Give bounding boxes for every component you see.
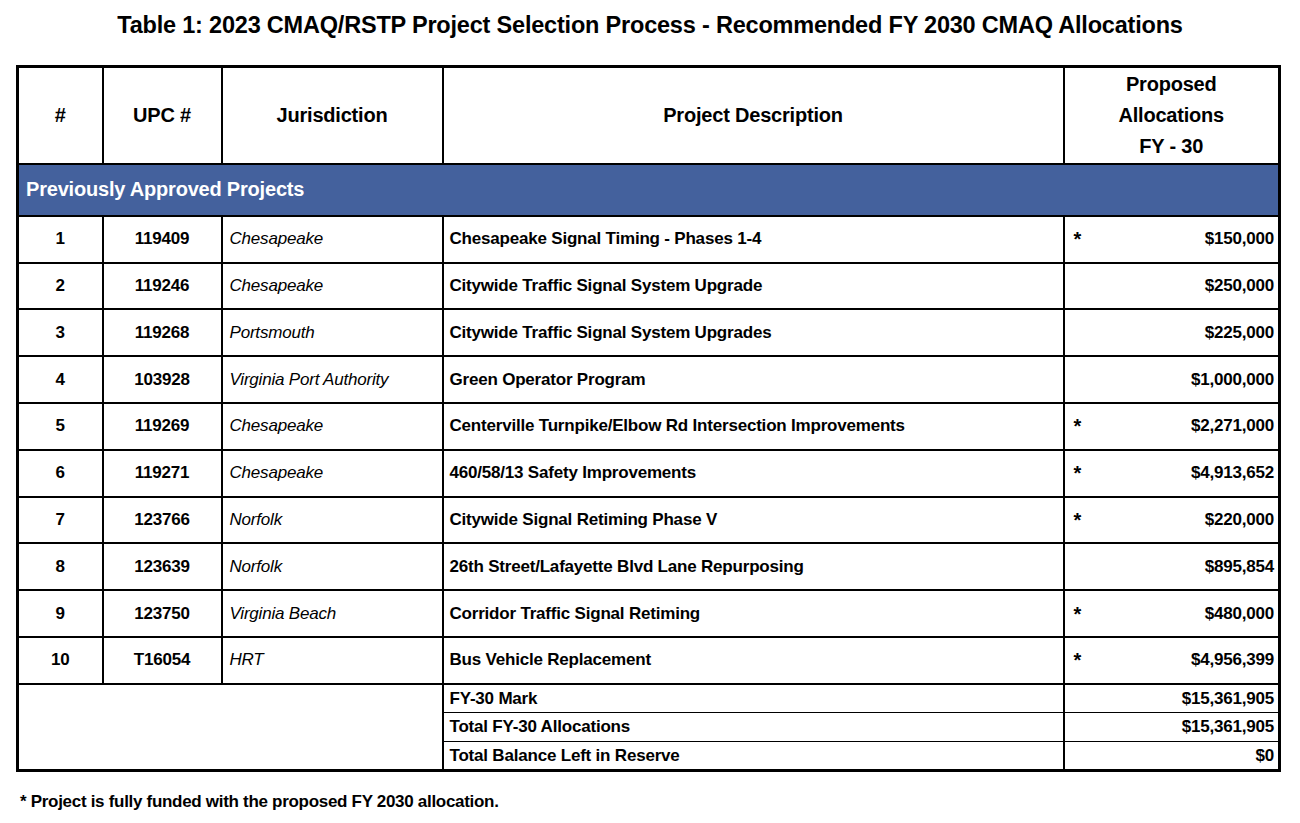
- allocation-cell: * $4,913,652: [1064, 450, 1280, 497]
- jurisdiction: HRT: [222, 637, 443, 684]
- summary-row: Total Balance Left in Reserve $0: [18, 742, 1280, 771]
- allocation-cell: * $150,000: [1064, 216, 1280, 263]
- jurisdiction: Norfolk: [222, 497, 443, 544]
- jurisdiction: Chesapeake: [222, 263, 443, 310]
- table-row: 7 123766 Norfolk Citywide Signal Retimin…: [18, 497, 1280, 544]
- row-number: 2: [18, 263, 103, 310]
- upc-number: 123766: [103, 497, 222, 544]
- upc-number: 123639: [103, 543, 222, 590]
- allocation-amount: $4,956,399: [1191, 650, 1274, 670]
- fully-funded-asterisk: *: [1074, 468, 1082, 478]
- upc-number: T16054: [103, 637, 222, 684]
- allocation-cell: $250,000: [1064, 263, 1280, 310]
- row-number: 8: [18, 543, 103, 590]
- project-description: Citywide Signal Retiming Phase V: [443, 497, 1064, 544]
- allocation-amount: $480,000: [1205, 604, 1274, 624]
- fully-funded-asterisk: *: [1074, 609, 1082, 619]
- page-title: Table 1: 2023 CMAQ/RSTP Project Selectio…: [0, 12, 1300, 39]
- upc-number: 119271: [103, 450, 222, 497]
- jurisdiction: Chesapeake: [222, 403, 443, 450]
- col-header-upc: UPC #: [103, 67, 222, 164]
- col-header-allocations: Proposed Allocations FY - 30: [1064, 67, 1280, 164]
- section-header: Previously Approved Projects: [18, 164, 1280, 216]
- allocation-amount: $4,913,652: [1191, 463, 1274, 483]
- empty-merged-cell: [18, 684, 443, 713]
- row-number: 7: [18, 497, 103, 544]
- upc-number: 119269: [103, 403, 222, 450]
- allocation-cell: $895,854: [1064, 543, 1280, 590]
- project-description: Citywide Traffic Signal System Upgrade: [443, 263, 1064, 310]
- table-row: 3 119268 Portsmouth Citywide Traffic Sig…: [18, 309, 1280, 356]
- jurisdiction: Norfolk: [222, 543, 443, 590]
- col-header-number: #: [18, 67, 103, 164]
- summary-row: FY-30 Mark $15,361,905: [18, 684, 1280, 713]
- table-row: 2 119246 Chesapeake Citywide Traffic Sig…: [18, 263, 1280, 310]
- col-header-jurisdiction: Jurisdiction: [222, 67, 443, 164]
- fully-funded-asterisk: *: [1074, 421, 1082, 431]
- fully-funded-asterisk: *: [1074, 515, 1082, 525]
- summary-value: $0: [1064, 742, 1280, 771]
- empty-merged-cell: [18, 742, 443, 771]
- allocation-amount: $1,000,000: [1191, 370, 1274, 390]
- allocation-amount: $220,000: [1205, 510, 1274, 530]
- upc-number: 119246: [103, 263, 222, 310]
- row-number: 1: [18, 216, 103, 263]
- allocation-cell: * $2,271,000: [1064, 403, 1280, 450]
- summary-label: FY-30 Mark: [443, 684, 1064, 713]
- fully-funded-asterisk: *: [1074, 655, 1082, 665]
- summary-label: Total FY-30 Allocations: [443, 713, 1064, 742]
- table-row: 9 123750 Virginia Beach Corridor Traffic…: [18, 590, 1280, 637]
- allocation-cell: $225,000: [1064, 309, 1280, 356]
- col-header-description: Project Description: [443, 67, 1064, 164]
- row-number: 10: [18, 637, 103, 684]
- upc-number: 119268: [103, 309, 222, 356]
- project-description: Corridor Traffic Signal Retiming: [443, 590, 1064, 637]
- upc-number: 119409: [103, 216, 222, 263]
- upc-number: 103928: [103, 356, 222, 403]
- allocation-amount: $250,000: [1205, 276, 1274, 296]
- row-number: 6: [18, 450, 103, 497]
- empty-merged-cell: [18, 713, 443, 742]
- jurisdiction: Portsmouth: [222, 309, 443, 356]
- project-description: Bus Vehicle Replacement: [443, 637, 1064, 684]
- jurisdiction: Chesapeake: [222, 450, 443, 497]
- table-row: 8 123639 Norfolk 26th Street/Lafayette B…: [18, 543, 1280, 590]
- allocations-table: # UPC # Jurisdiction Project Description…: [16, 65, 1281, 772]
- allocation-cell: * $4,956,399: [1064, 637, 1280, 684]
- project-description: Citywide Traffic Signal System Upgrades: [443, 309, 1064, 356]
- allocation-amount: $225,000: [1205, 323, 1274, 343]
- table-row: 1 119409 Chesapeake Chesapeake Signal Ti…: [18, 216, 1280, 263]
- jurisdiction: Virginia Beach: [222, 590, 443, 637]
- fully-funded-asterisk: *: [1074, 234, 1082, 244]
- allocation-cell: $1,000,000: [1064, 356, 1280, 403]
- row-number: 4: [18, 356, 103, 403]
- project-description: Green Operator Program: [443, 356, 1064, 403]
- row-number: 9: [18, 590, 103, 637]
- project-description: Centerville Turnpike/Elbow Rd Intersecti…: [443, 403, 1064, 450]
- table-row: 4 103928 Virginia Port Authority Green O…: [18, 356, 1280, 403]
- table-row: 5 119269 Chesapeake Centerville Turnpike…: [18, 403, 1280, 450]
- project-description: Chesapeake Signal Timing - Phases 1-4: [443, 216, 1064, 263]
- allocation-cell: * $480,000: [1064, 590, 1280, 637]
- allocation-amount: $895,854: [1205, 557, 1274, 577]
- summary-value: $15,361,905: [1064, 684, 1280, 713]
- section-header-row: Previously Approved Projects: [18, 164, 1280, 216]
- row-number: 5: [18, 403, 103, 450]
- allocation-cell: * $220,000: [1064, 497, 1280, 544]
- project-description: 26th Street/Lafayette Blvd Lane Repurpos…: [443, 543, 1064, 590]
- jurisdiction: Chesapeake: [222, 216, 443, 263]
- header-row: # UPC # Jurisdiction Project Description…: [18, 67, 1280, 164]
- row-number: 3: [18, 309, 103, 356]
- summary-row: Total FY-30 Allocations $15,361,905: [18, 713, 1280, 742]
- table-row: 10 T16054 HRT Bus Vehicle Replacement * $…: [18, 637, 1280, 684]
- allocation-amount: $150,000: [1205, 229, 1274, 249]
- summary-label: Total Balance Left in Reserve: [443, 742, 1064, 771]
- jurisdiction: Virginia Port Authority: [222, 356, 443, 403]
- footnote: * Project is fully funded with the propo…: [20, 792, 499, 812]
- project-description: 460/58/13 Safety Improvements: [443, 450, 1064, 497]
- allocation-amount: $2,271,000: [1191, 416, 1274, 436]
- summary-value: $15,361,905: [1064, 713, 1280, 742]
- upc-number: 123750: [103, 590, 222, 637]
- table-row: 6 119271 Chesapeake 460/58/13 Safety Imp…: [18, 450, 1280, 497]
